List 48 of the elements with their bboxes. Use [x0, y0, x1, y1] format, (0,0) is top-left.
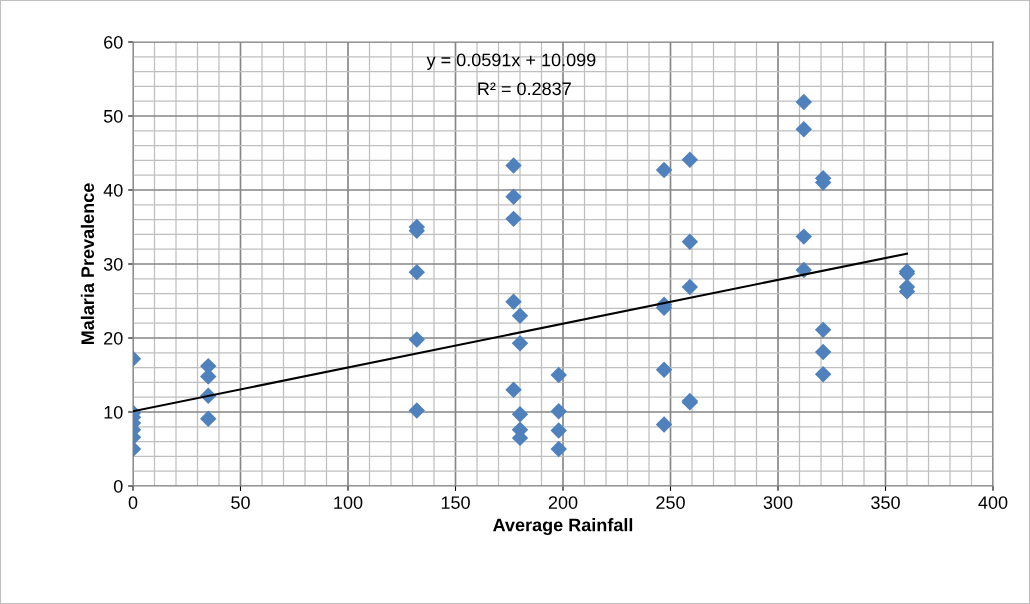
point: [511, 406, 529, 423]
x-tick-label: 0: [128, 496, 138, 509]
y-tick-label: 20: [104, 331, 123, 345]
point: [655, 361, 673, 379]
y-tick-label: 50: [103, 109, 123, 123]
x-tick-label: 250: [656, 496, 685, 509]
point: [200, 410, 217, 427]
annotation: y = 0.0591x + 10.099: [426, 53, 596, 70]
x-tick-label: 50: [231, 496, 250, 509]
point: [408, 263, 426, 281]
y-tick-label: 60: [104, 35, 123, 49]
point: [505, 188, 522, 205]
point: [550, 422, 567, 439]
x-tick-label: 300: [763, 496, 793, 509]
point: [795, 121, 813, 138]
point: [655, 161, 673, 179]
point: [511, 334, 529, 352]
point: [408, 331, 426, 348]
point: [505, 210, 522, 228]
x-tick-label: 200: [548, 496, 578, 509]
point: [681, 151, 699, 168]
point: [505, 293, 522, 310]
point: [655, 416, 673, 433]
point: [795, 93, 813, 111]
x-tick-label: 400: [978, 496, 1008, 509]
point: [505, 381, 522, 399]
point: [505, 157, 522, 174]
point: [550, 440, 567, 458]
point: [795, 228, 813, 245]
point: [814, 343, 832, 361]
x-tick-label: 150: [441, 496, 470, 509]
point: [814, 321, 832, 339]
point: [550, 403, 567, 420]
point: [814, 366, 832, 383]
x-tick-label: 100: [334, 496, 363, 509]
point: [511, 307, 529, 325]
point: [681, 278, 699, 296]
y-tick-label: 10: [104, 405, 123, 419]
annotation: R² = 0.2837: [478, 82, 571, 96]
x-axis-title: Average Rainfall: [493, 518, 633, 536]
point: [550, 366, 567, 384]
y-tick-label: 30: [103, 257, 123, 271]
y-tick-label: 0: [113, 479, 123, 493]
point: [408, 402, 426, 419]
y-tick-label: 40: [103, 183, 123, 197]
x-tick-label: 350: [871, 496, 900, 509]
point: [681, 233, 699, 251]
y-axis-title: Malaria Prevalence: [80, 183, 95, 345]
